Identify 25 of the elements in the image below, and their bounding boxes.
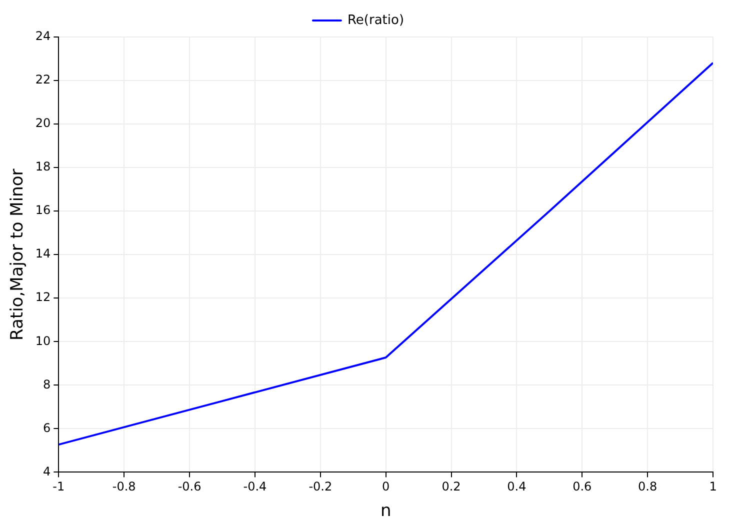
y-tick-label: 10 — [35, 334, 51, 348]
x-tick-label: -0.8 — [112, 480, 136, 494]
y-tick-label: 16 — [35, 203, 51, 218]
x-axis-title: n — [380, 501, 392, 522]
x-tick-label: 0.4 — [507, 480, 526, 494]
x-tick-label: 0.2 — [442, 480, 461, 494]
y-axis-title: Ratio,Major to Minor — [8, 168, 28, 340]
x-tick-label: 0.8 — [638, 480, 658, 494]
x-tick-label: -0.4 — [243, 480, 267, 494]
x-tick-label: -0.2 — [308, 480, 332, 494]
y-tick-label: 22 — [35, 72, 51, 87]
y-tick-label: 18 — [35, 160, 51, 174]
legend-label: Re(ratio) — [347, 12, 404, 28]
y-tick-label: 12 — [35, 290, 51, 304]
y-tick-label: 24 — [35, 29, 51, 44]
x-tick-label: -1 — [52, 480, 65, 494]
y-tick-label: 8 — [43, 377, 51, 392]
y-tick-label: 4 — [43, 464, 51, 478]
x-tick-label: 1 — [709, 480, 717, 494]
x-tick-label: 0.6 — [572, 480, 592, 494]
x-tick-label: -0.6 — [178, 480, 202, 494]
y-tick-label: 14 — [35, 246, 51, 261]
y-tick-label: 6 — [43, 420, 51, 435]
x-tick-label: 0 — [382, 480, 390, 494]
y-tick-label: 20 — [35, 116, 51, 130]
